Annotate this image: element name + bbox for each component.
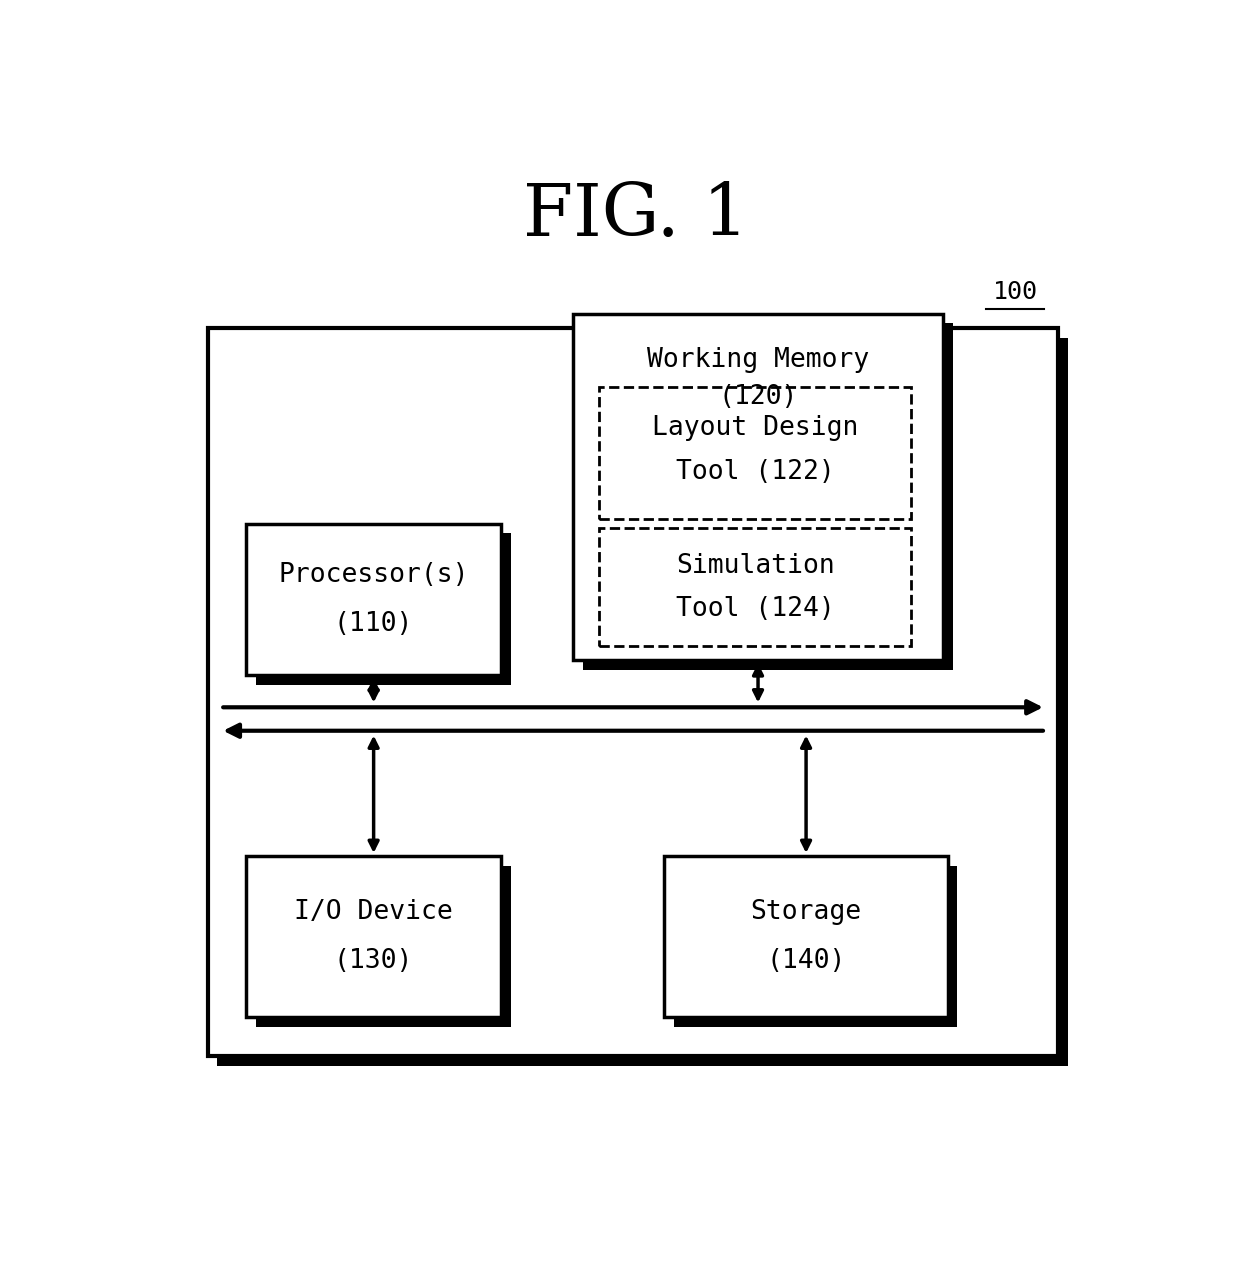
- Text: 100: 100: [992, 279, 1038, 303]
- Polygon shape: [255, 533, 511, 685]
- Text: Tool (124): Tool (124): [676, 595, 835, 622]
- Polygon shape: [583, 324, 952, 670]
- Text: Layout Design: Layout Design: [652, 415, 858, 442]
- Bar: [599, 387, 911, 519]
- Bar: [247, 524, 501, 675]
- Text: Storage: Storage: [750, 898, 862, 925]
- Polygon shape: [675, 865, 957, 1027]
- Text: FIG. 1: FIG. 1: [523, 180, 748, 251]
- Bar: [599, 528, 911, 646]
- Bar: [208, 329, 1058, 1056]
- Text: (140): (140): [766, 948, 846, 973]
- Bar: [665, 855, 947, 1016]
- Bar: [573, 313, 944, 660]
- Polygon shape: [255, 865, 511, 1027]
- Text: Tool (122): Tool (122): [676, 459, 835, 485]
- Polygon shape: [217, 338, 1068, 1066]
- Bar: [247, 855, 501, 1016]
- Text: Processor(s): Processor(s): [278, 562, 469, 588]
- Text: Working Memory: Working Memory: [647, 348, 869, 373]
- Text: Simulation: Simulation: [676, 552, 835, 579]
- Text: (120): (120): [718, 383, 797, 410]
- Text: (110): (110): [334, 610, 413, 637]
- Text: I/O Device: I/O Device: [294, 898, 453, 925]
- Text: (130): (130): [334, 948, 413, 973]
